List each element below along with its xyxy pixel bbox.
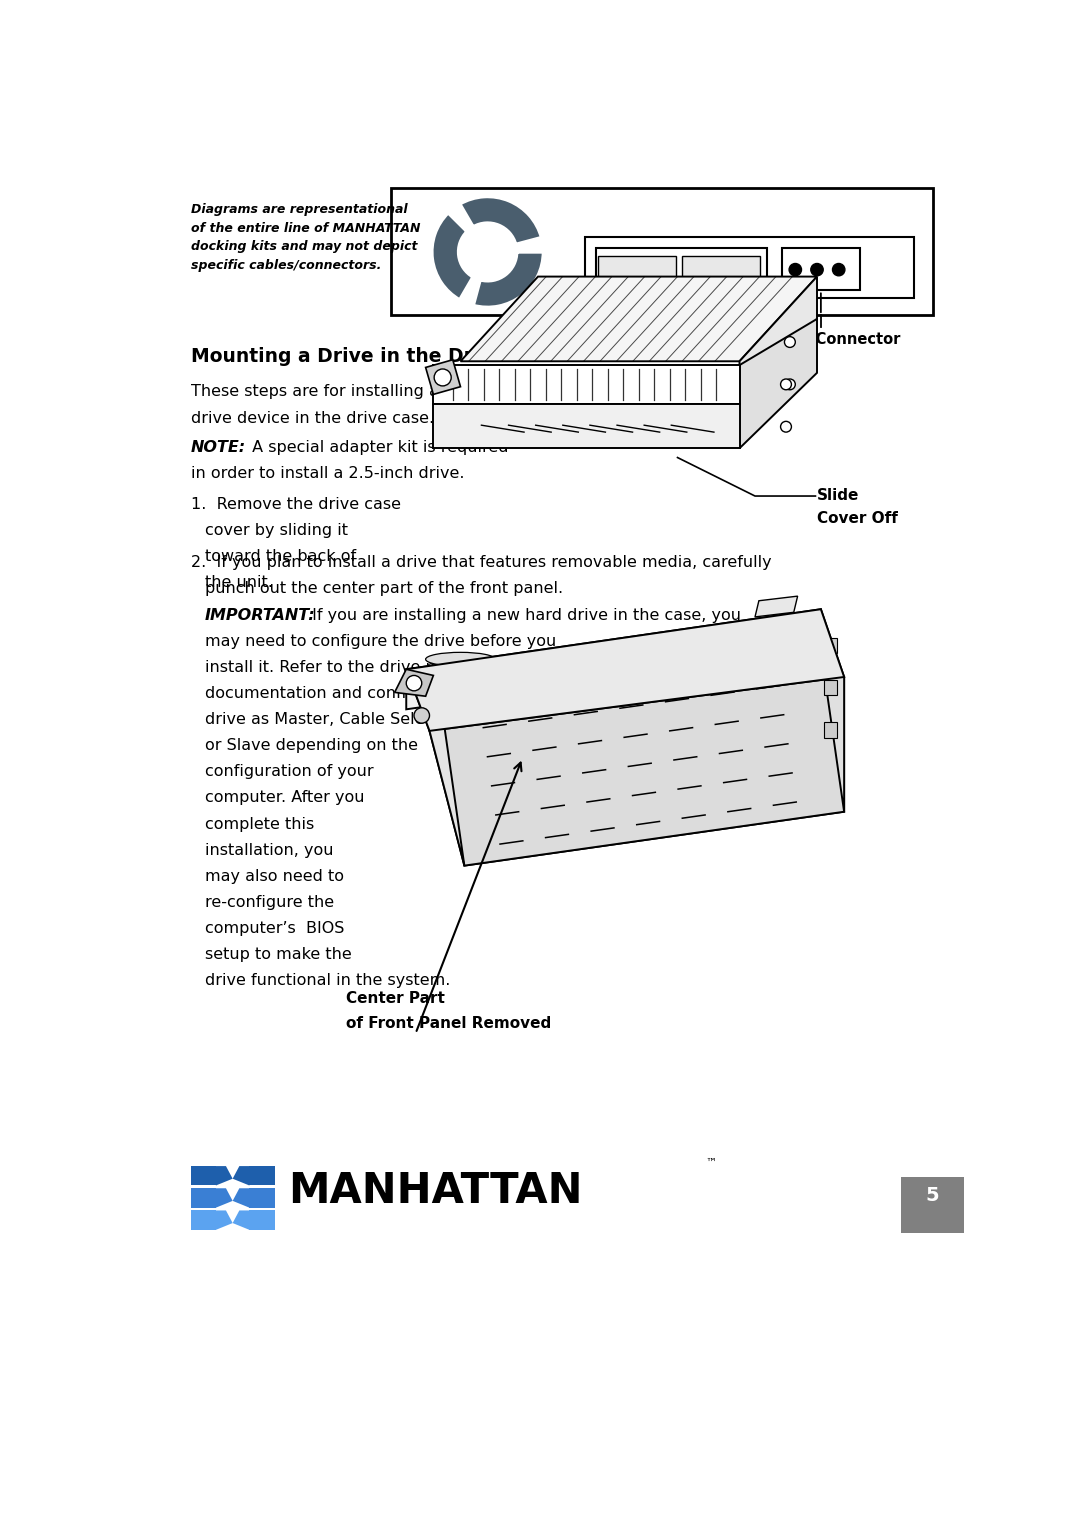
Polygon shape bbox=[406, 670, 464, 866]
Text: installation, you: installation, you bbox=[205, 843, 334, 858]
Text: SATA Connector: SATA Connector bbox=[596, 332, 727, 347]
Circle shape bbox=[406, 676, 422, 691]
Polygon shape bbox=[441, 650, 845, 866]
Text: may also need to: may also need to bbox=[205, 869, 343, 884]
Text: Center Part: Center Part bbox=[346, 991, 445, 1006]
Text: 2.  If you plan to install a drive that features removable media, carefully: 2. If you plan to install a drive that f… bbox=[191, 556, 771, 571]
Wedge shape bbox=[460, 196, 541, 245]
Wedge shape bbox=[432, 213, 473, 300]
Text: drive functional in the system.: drive functional in the system. bbox=[205, 973, 450, 988]
FancyBboxPatch shape bbox=[824, 680, 837, 696]
Text: computer’s  BIOS: computer’s BIOS bbox=[205, 921, 345, 936]
Text: punch out the center part of the front panel.: punch out the center part of the front p… bbox=[205, 581, 563, 597]
Polygon shape bbox=[406, 609, 821, 709]
Text: configuration of your: configuration of your bbox=[205, 764, 374, 779]
Text: These steps are for installing a 3.5-inch: These steps are for installing a 3.5-inc… bbox=[191, 385, 509, 399]
Text: cover by sliding it: cover by sliding it bbox=[205, 524, 348, 537]
Polygon shape bbox=[232, 1210, 249, 1230]
FancyBboxPatch shape bbox=[901, 1178, 964, 1233]
FancyBboxPatch shape bbox=[824, 638, 837, 653]
Circle shape bbox=[784, 379, 795, 390]
Text: computer. After you: computer. After you bbox=[205, 790, 364, 805]
Polygon shape bbox=[433, 365, 740, 403]
FancyBboxPatch shape bbox=[249, 1166, 274, 1186]
Text: Cover Off: Cover Off bbox=[816, 511, 897, 527]
Text: documentation and configure the: documentation and configure the bbox=[205, 686, 474, 702]
FancyBboxPatch shape bbox=[191, 1189, 216, 1207]
Text: or Slave depending on the: or Slave depending on the bbox=[205, 738, 418, 753]
FancyBboxPatch shape bbox=[598, 256, 676, 285]
Text: toward the back of: toward the back of bbox=[205, 549, 356, 565]
Text: Slide: Slide bbox=[816, 489, 860, 504]
Text: IMPORTANT:: IMPORTANT: bbox=[205, 607, 315, 622]
Text: MANHATTAN: MANHATTAN bbox=[288, 1170, 583, 1213]
Ellipse shape bbox=[674, 645, 743, 659]
Text: Diagrams are representational
of the entire line of MANHATTAN
docking kits and m: Diagrams are representational of the ent… bbox=[191, 204, 420, 272]
Circle shape bbox=[781, 422, 792, 432]
Text: may need to configure the drive before you: may need to configure the drive before y… bbox=[205, 633, 556, 648]
FancyBboxPatch shape bbox=[683, 256, 759, 285]
Text: Power Connector: Power Connector bbox=[759, 332, 901, 347]
Text: Mounting a Drive in the Drive Case: Mounting a Drive in the Drive Case bbox=[191, 347, 561, 367]
FancyBboxPatch shape bbox=[249, 1189, 274, 1207]
FancyBboxPatch shape bbox=[249, 1210, 274, 1230]
FancyBboxPatch shape bbox=[191, 1210, 216, 1230]
Polygon shape bbox=[433, 403, 740, 449]
Polygon shape bbox=[821, 609, 845, 811]
Text: ™: ™ bbox=[705, 1158, 716, 1167]
Circle shape bbox=[434, 368, 451, 387]
Circle shape bbox=[784, 336, 795, 347]
Text: of Front Panel Removed: of Front Panel Removed bbox=[346, 1015, 551, 1030]
Text: drive as Master, Cable Select: drive as Master, Cable Select bbox=[205, 712, 440, 728]
Ellipse shape bbox=[426, 653, 496, 667]
Polygon shape bbox=[216, 1166, 232, 1186]
Polygon shape bbox=[232, 1166, 249, 1186]
Text: re-configure the: re-configure the bbox=[205, 895, 334, 910]
Polygon shape bbox=[740, 320, 816, 449]
Text: setup to make the: setup to make the bbox=[205, 947, 351, 962]
FancyBboxPatch shape bbox=[824, 723, 837, 738]
Text: drive device in the drive case.: drive device in the drive case. bbox=[191, 411, 434, 426]
Text: the unit.: the unit. bbox=[205, 575, 272, 591]
Polygon shape bbox=[394, 670, 433, 696]
FancyBboxPatch shape bbox=[191, 1166, 216, 1186]
FancyBboxPatch shape bbox=[596, 248, 767, 291]
FancyBboxPatch shape bbox=[391, 189, 933, 315]
Text: 5: 5 bbox=[926, 1186, 940, 1205]
FancyBboxPatch shape bbox=[782, 248, 860, 291]
Text: in order to install a 2.5-inch drive.: in order to install a 2.5-inch drive. bbox=[191, 466, 464, 481]
Polygon shape bbox=[426, 359, 460, 394]
Circle shape bbox=[811, 263, 823, 275]
FancyBboxPatch shape bbox=[584, 236, 914, 298]
Polygon shape bbox=[232, 1189, 249, 1207]
Text: install it. Refer to the drive manufacturer’s: install it. Refer to the drive manufactu… bbox=[205, 661, 549, 674]
Wedge shape bbox=[473, 253, 543, 307]
Text: NOTE:: NOTE: bbox=[191, 440, 246, 455]
Polygon shape bbox=[406, 609, 845, 731]
Text: If you are installing a new hard drive in the case, you: If you are installing a new hard drive i… bbox=[307, 607, 741, 622]
Circle shape bbox=[781, 379, 792, 390]
Polygon shape bbox=[216, 1210, 232, 1230]
Polygon shape bbox=[430, 677, 845, 866]
Circle shape bbox=[414, 708, 430, 723]
Text: A special adapter kit is required: A special adapter kit is required bbox=[246, 440, 508, 455]
Circle shape bbox=[833, 263, 845, 275]
Polygon shape bbox=[755, 597, 798, 616]
Polygon shape bbox=[216, 1189, 232, 1207]
Polygon shape bbox=[460, 277, 816, 361]
Ellipse shape bbox=[550, 648, 619, 662]
Circle shape bbox=[789, 263, 801, 275]
Polygon shape bbox=[740, 277, 816, 403]
Text: 1.  Remove the drive case: 1. Remove the drive case bbox=[191, 496, 401, 511]
Text: complete this: complete this bbox=[205, 816, 314, 831]
